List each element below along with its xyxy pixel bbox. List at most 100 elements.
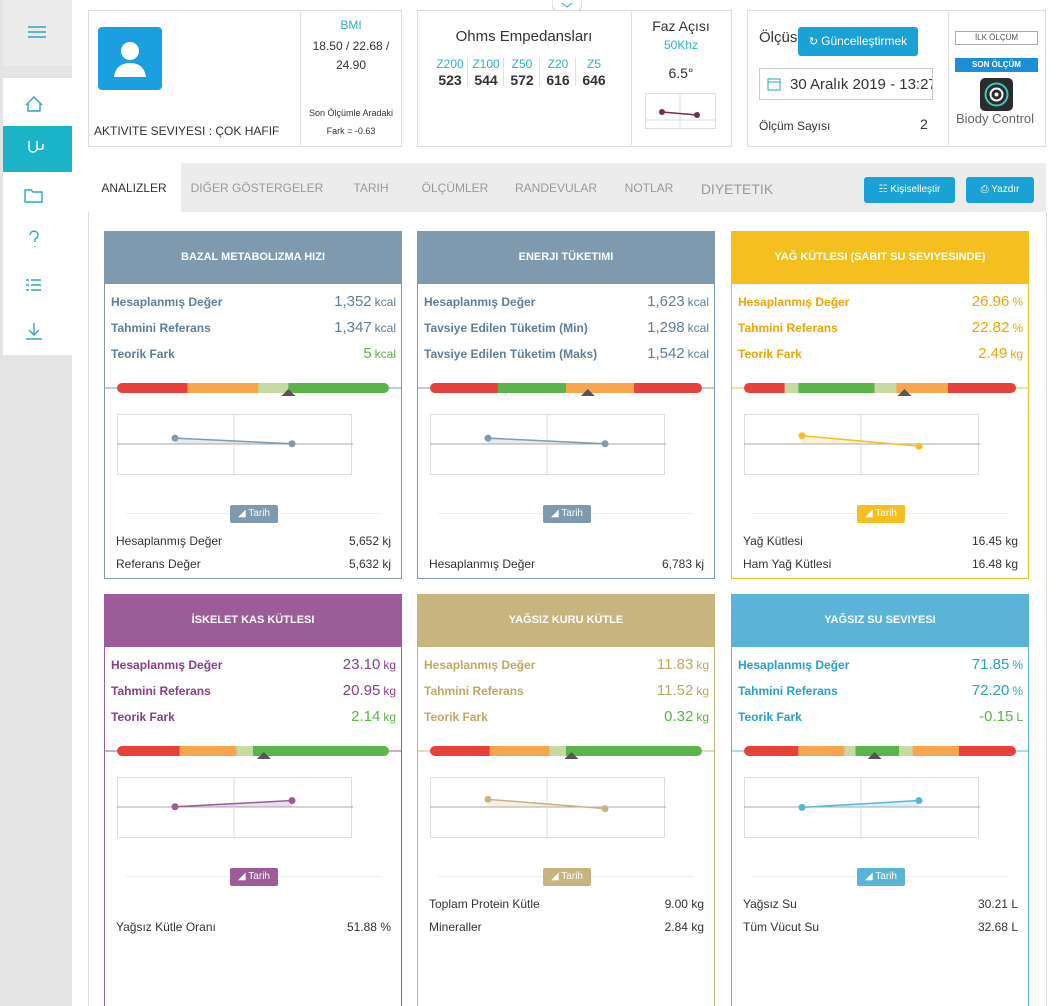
footer-value: 6,783 kj [661, 557, 704, 571]
footer-value: 16.45 kg [971, 534, 1018, 548]
gauge [731, 746, 1029, 759]
row-value-wrap: 20.95 kg [343, 682, 396, 699]
chart-button[interactable]: ◢ Tarih [543, 868, 591, 886]
row-value: -0.15 [979, 708, 1014, 725]
row-value: 11.52 [656, 682, 694, 699]
gauge-segment [258, 383, 289, 393]
chart-button[interactable]: ◢ Tarih [230, 505, 278, 523]
gauge [417, 746, 715, 759]
last-measurement-button[interactable]: SON ÖLÇÜM [955, 58, 1038, 72]
gauge [104, 746, 402, 759]
tab[interactable]: ANALIZLER [101, 181, 167, 195]
bmi-diff-label: Son Ölçümle Aradaki [308, 108, 394, 118]
chart-line [801, 434, 920, 447]
row-label: Teorik Fark [738, 710, 802, 724]
nav [3, 78, 72, 355]
row-value: 23.10 [342, 656, 381, 673]
history-chart [117, 777, 353, 839]
tab[interactable]: TARIH [353, 181, 389, 195]
chart-button[interactable]: ◢ Tarih [230, 868, 278, 886]
row-value-wrap: 2.49 kg [978, 345, 1023, 362]
customize-label: Kişiselleştir [890, 184, 941, 195]
tab[interactable]: DIĞER GÖSTERGELER [190, 181, 324, 195]
chart-button-label: Tarih [875, 871, 897, 882]
gauge-segment [948, 383, 1016, 393]
row-label: Tahmini Referans [424, 684, 524, 698]
row-unit: % [1012, 658, 1023, 672]
gauge-marker [897, 389, 912, 396]
row-unit: kcal [374, 321, 396, 335]
count-value: 2 [920, 116, 928, 132]
tab[interactable]: ÖLÇÜMLER [421, 181, 489, 195]
footer-label: Yağ Kütlesi [743, 534, 803, 548]
footer-label: Yağsız Kütle Oranı [116, 920, 216, 934]
chart-point [484, 795, 492, 803]
row-label: Hesaplanmış Değer [424, 658, 536, 672]
menu-icon[interactable] [3, 0, 72, 66]
chart-point [484, 434, 492, 442]
chart-point [915, 797, 923, 805]
impedance-value: 572 [510, 72, 534, 88]
card-title: YAĞSIZ KURU KÜTLE [508, 614, 624, 626]
menu-area [3, 0, 72, 66]
row-value: 2.49 [978, 345, 1008, 362]
row-value: 72.20 [971, 682, 1010, 699]
update-button[interactable]: ↻ Güncelleştirmek [798, 27, 918, 56]
gauge-segment [179, 746, 237, 756]
first-measurement-button[interactable]: İLK ÖLÇÜM [955, 31, 1038, 45]
chart-button[interactable]: ◢ Tarih [857, 868, 905, 886]
gauge [417, 383, 715, 396]
chart-line [487, 798, 606, 810]
row-unit: kcal [687, 347, 709, 361]
print-label: Yazdır [991, 184, 1020, 195]
chart-icon: ◢ [865, 508, 876, 519]
gauge [104, 383, 402, 396]
card: İSKELET KAS KÜTLESI Hesaplanmış Değer 23.1… [104, 594, 402, 1006]
footer-value: 51.88 % [346, 920, 391, 934]
date-value: 30 Aralık 2019 - 13:27 [790, 76, 933, 93]
tab[interactable]: RANDEVULAR [514, 181, 598, 195]
history-chart [117, 414, 353, 476]
print-button[interactable]: ⎙ Yazdır [966, 177, 1034, 203]
tab[interactable]: DIYETETIK [700, 181, 774, 197]
date-field[interactable]: 30 Aralık 2019 - 13:27 [759, 68, 933, 100]
gauge-segment [430, 746, 490, 756]
gauge-marker [281, 389, 296, 396]
chart-point [288, 440, 296, 448]
chart-icon: ◢ [551, 508, 562, 519]
row-value: 22.82 [971, 319, 1010, 336]
card: BAZAL METABOLIZMA HIZI Hesaplanmış Değer 1… [104, 231, 402, 579]
row-value-wrap: 26.96% [972, 293, 1023, 310]
row-value-wrap: 72.20% [972, 682, 1023, 699]
gauge-segment [744, 383, 785, 393]
row-value-wrap: -0.15 L [979, 708, 1023, 725]
chart-point [601, 440, 609, 448]
row-value-wrap: 1,542 kcal [647, 345, 709, 362]
nav-icons[interactable] [3, 78, 72, 355]
row-value-wrap: 11.83 kg [657, 656, 709, 673]
history-chart [430, 777, 666, 839]
print-icon: ⎙ [980, 184, 992, 195]
footer-label: Toplam Protein Kütle [429, 897, 540, 911]
tab[interactable]: NOTLAR [624, 181, 674, 195]
row-label: Hesaplanmış Değer [111, 658, 223, 672]
chart-button-label: Tarih [248, 871, 270, 882]
row-value-wrap: 1,623 kcal [647, 293, 709, 310]
row-label: Teorik Fark [424, 710, 488, 724]
gauge-segment [187, 383, 259, 393]
chart-button[interactable]: ◢ Tarih [857, 505, 905, 523]
divider [503, 58, 504, 86]
card: YAĞSIZ KURU KÜTLE Hesaplanmış Değer 11.83 k… [417, 594, 715, 1006]
gauge-segment [566, 383, 634, 393]
chart-button[interactable]: ◢ Tarih [543, 505, 591, 523]
card: ENERJI TÜKETIMI Hesaplanmış Değer 1,623 kca… [417, 231, 715, 579]
update-label: Güncelleştirmek [821, 34, 908, 48]
footer-label: Yağsız Su [743, 897, 797, 911]
grid-icon: ☷ [878, 184, 891, 195]
impedance-title: Ohms Empedansları [455, 28, 593, 45]
footer-label: Referans Değer [116, 557, 201, 571]
customize-button[interactable]: ☷ Kişiselleştir [864, 177, 955, 203]
history-chart [744, 414, 980, 476]
chart-icon: ◢ [551, 871, 562, 882]
active-tab-bg [88, 163, 181, 212]
